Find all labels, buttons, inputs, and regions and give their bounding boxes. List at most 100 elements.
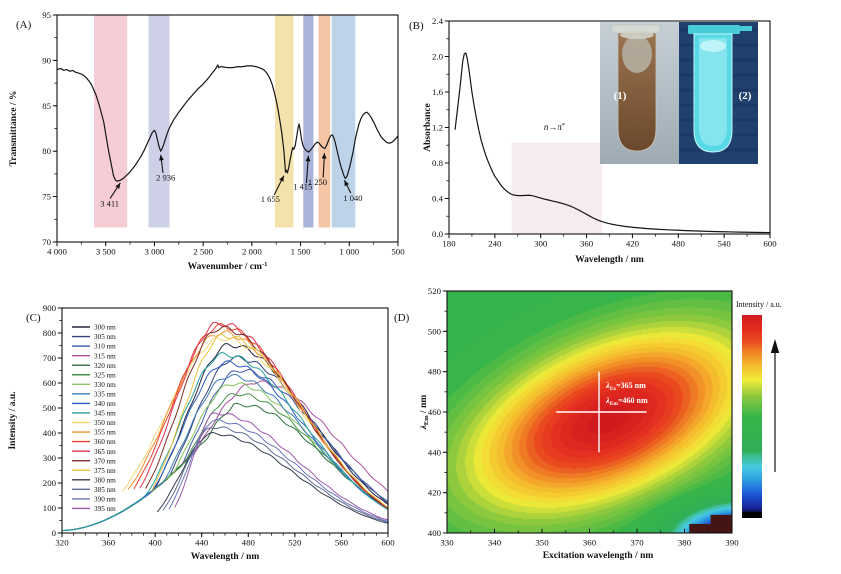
svg-text:1 415: 1 415 (293, 181, 312, 191)
highlight-band (148, 15, 170, 228)
x-axis-title: Wavelength / nm (191, 552, 260, 562)
svg-text:80: 80 (42, 146, 51, 156)
svg-text:3 000: 3 000 (145, 247, 165, 257)
highlight-band (303, 15, 314, 228)
svg-text:600: 600 (763, 239, 777, 249)
x-axis-title: Wavelength / nm (575, 255, 644, 265)
svg-text:2.0: 2.0 (432, 52, 444, 62)
inset-label-1: (1) (614, 90, 627, 102)
svg-text:330: 330 (440, 538, 454, 548)
svg-text:500: 500 (43, 403, 57, 413)
svg-text:385 nm: 385 nm (94, 486, 116, 494)
svg-text:360: 360 (583, 538, 597, 548)
svg-text:305 nm: 305 nm (94, 333, 116, 341)
svg-text:2 500: 2 500 (193, 247, 213, 257)
x-axis-title: Wavenumber / cm-1 (188, 261, 268, 272)
svg-text:520: 520 (288, 538, 302, 548)
uvvis-spectrum-panel: n→π* (1) (2) 180 240 300 360 420 480 540 600 0.0 0.4… (423, 16, 777, 265)
svg-text:460: 460 (428, 407, 442, 417)
panel-a-letter: (A) (16, 19, 32, 31)
svg-text:0.0: 0.0 (432, 229, 444, 239)
colorbar-title: Intensity / a.u. (736, 300, 782, 309)
y-axis-title: λEm / nm (420, 395, 430, 431)
svg-text:300: 300 (43, 453, 57, 463)
svg-text:75: 75 (42, 192, 51, 202)
svg-text:3 500: 3 500 (96, 247, 116, 257)
svg-text:340: 340 (488, 538, 502, 548)
y-axis-title: Intensity / a.u. (8, 391, 18, 449)
svg-text:560: 560 (335, 538, 349, 548)
y-axis-title: Transmittance / % (9, 91, 19, 167)
highlight-band (94, 15, 128, 228)
svg-text:70: 70 (42, 237, 51, 247)
svg-text:330 nm: 330 nm (94, 381, 116, 389)
lambda-ex-label: λEx=365 nm (605, 381, 646, 392)
svg-text:400: 400 (43, 428, 57, 438)
svg-text:480: 480 (242, 538, 256, 548)
svg-text:310 nm: 310 nm (94, 343, 116, 351)
svg-text:600: 600 (381, 538, 395, 548)
svg-text:340 nm: 340 nm (94, 400, 116, 408)
svg-text:320: 320 (55, 538, 69, 548)
svg-text:370: 370 (630, 538, 644, 548)
svg-text:355 nm: 355 nm (94, 429, 116, 437)
svg-text:420: 420 (626, 239, 640, 249)
highlight-band (318, 15, 331, 228)
axes: 180 240 300 360 420 480 540 600 0.0 0.4 0.8 1.2 1.6 2… (432, 16, 777, 249)
svg-text:350 nm: 350 nm (94, 419, 116, 427)
highlight-band (275, 15, 294, 228)
svg-text:1 250: 1 250 (308, 177, 327, 187)
svg-text:100: 100 (43, 503, 57, 513)
svg-text:315 nm: 315 nm (94, 352, 116, 360)
svg-text:95: 95 (42, 10, 51, 20)
svg-text:335 nm: 335 nm (94, 390, 116, 398)
tube1-bubble (622, 35, 652, 73)
svg-text:3 411: 3 411 (100, 199, 119, 209)
svg-text:1.2: 1.2 (432, 123, 443, 133)
svg-text:390: 390 (725, 538, 739, 548)
svg-text:360: 360 (580, 239, 594, 249)
svg-text:420: 420 (428, 488, 442, 498)
svg-text:350: 350 (535, 538, 549, 548)
lambda-em-label: λEm=460 nm (605, 396, 648, 407)
svg-text:480: 480 (672, 239, 686, 249)
inset-photo: (1) (2) (600, 22, 758, 164)
svg-text:0: 0 (52, 528, 57, 538)
svg-text:365 nm: 365 nm (94, 448, 116, 456)
svg-text:390 nm: 390 nm (94, 496, 116, 504)
panel-b-letter: (B) (409, 20, 424, 32)
svg-text:600: 600 (43, 378, 57, 388)
svg-text:2 936: 2 936 (156, 172, 175, 182)
svg-text:200: 200 (43, 478, 57, 488)
colorbar: Intensity / a.u. (736, 300, 782, 518)
svg-text:520: 520 (428, 287, 442, 296)
svg-text:370 nm: 370 nm (94, 457, 116, 465)
svg-text:0.4: 0.4 (432, 194, 444, 204)
panel-c-letter: (C) (26, 312, 41, 324)
n-pi-star-label: n→π* (544, 122, 565, 132)
svg-text:320 nm: 320 nm (94, 362, 116, 370)
svg-text:360 nm: 360 nm (94, 438, 116, 446)
svg-text:440: 440 (195, 538, 209, 548)
svg-text:1.6: 1.6 (432, 87, 444, 97)
svg-text:375 nm: 375 nm (94, 467, 116, 475)
svg-text:300 nm: 300 nm (94, 324, 116, 332)
svg-text:395 nm: 395 nm (94, 505, 116, 513)
svg-text:1 500: 1 500 (291, 247, 311, 257)
svg-text:1 000: 1 000 (339, 247, 359, 257)
svg-text:500: 500 (428, 326, 442, 336)
low-intensity-steps (689, 514, 732, 533)
highlight-band (331, 15, 356, 228)
svg-text:700: 700 (43, 353, 57, 363)
svg-text:800: 800 (43, 328, 57, 338)
axes: 320 360 400 440 480 520 560 600 0 100 200 300 400 500… (43, 303, 395, 548)
svg-text:900: 900 (43, 303, 57, 313)
svg-text:300: 300 (534, 239, 548, 249)
svg-text:380: 380 (678, 538, 692, 548)
tube2-cap (688, 25, 740, 34)
svg-text:1 040: 1 040 (343, 193, 362, 203)
svg-text:540: 540 (718, 239, 732, 249)
